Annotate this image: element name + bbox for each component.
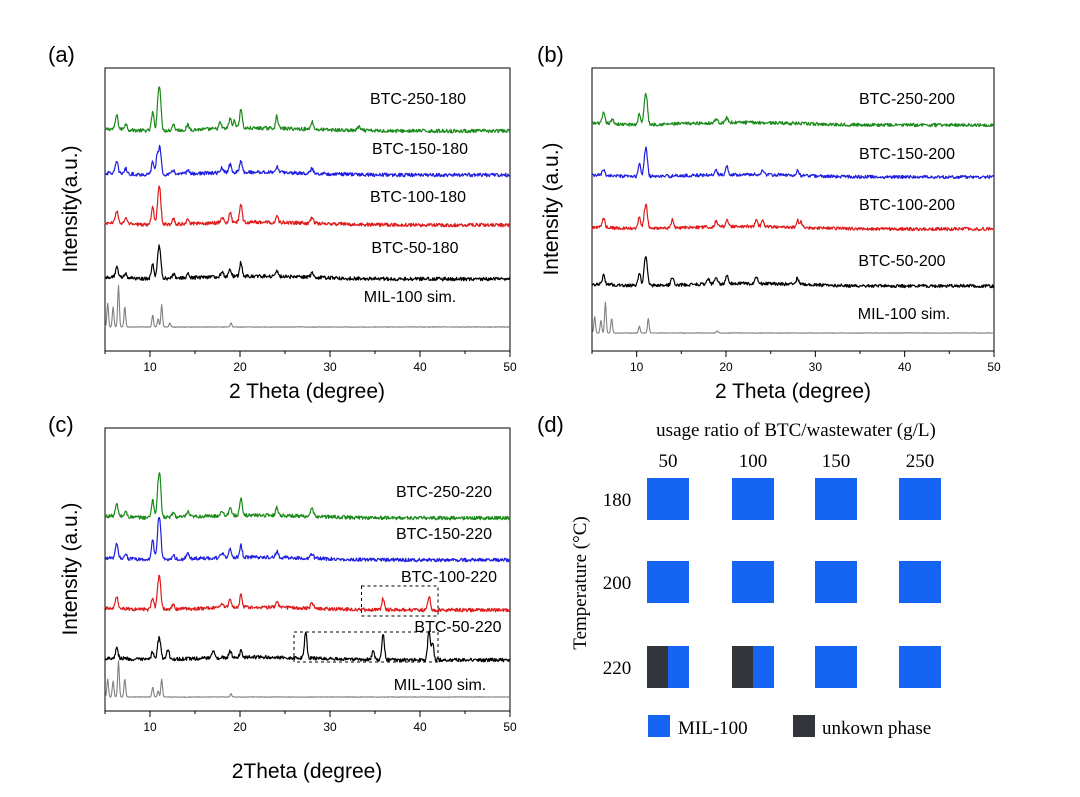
series-label-btc-250-200: BTC-250-200 (859, 91, 955, 108)
panel-a: (a) 10 20 30 40 50 2 Theta (degree) Intensity(a… (48, 42, 517, 403)
series-label-btc-150-180: BTC-150-180 (372, 141, 468, 158)
series-line-btc-50-220 (104, 630, 511, 663)
series-line-btc-100-220 (104, 574, 511, 613)
row-label-180: 180 (603, 490, 632, 511)
cell-mil-100 (647, 561, 689, 603)
series-line-mil-100-sim (104, 660, 511, 698)
cell-unknown-phase (647, 646, 668, 688)
row-label-200: 200 (603, 573, 632, 594)
series-line-mil-100-sim (591, 301, 995, 334)
axes-frame (104, 427, 511, 712)
x-tick-label: 50 (987, 360, 1001, 374)
series-label-mil-100-sim: MIL-100 sim. (858, 306, 950, 323)
cell-mil-100 (815, 646, 857, 688)
series-line-btc-150-220 (104, 516, 511, 563)
cell-mil-100 (732, 561, 774, 603)
x-tick-label: 30 (323, 360, 337, 374)
x-axis-label: 2 Theta (degree) (229, 380, 385, 403)
series-label-btc-150-220: BTC-150-220 (396, 526, 492, 543)
x-axis-label: 2 Theta (degree) (715, 380, 871, 403)
x-tick-label: 10 (630, 360, 644, 374)
series-line-btc-150-180 (104, 144, 511, 178)
cell-mil-100 (899, 478, 941, 520)
cell-mil-100 (815, 561, 857, 603)
x-tick-label: 40 (413, 720, 427, 734)
cell-mil-100 (647, 478, 689, 520)
dashed-box-btc-50-220 (293, 631, 439, 663)
y-axis-label: Temperature (°C) (570, 516, 591, 649)
series-label-mil-100-sim: MIL-100 sim. (364, 289, 456, 306)
series-label-btc-50-200: BTC-50-200 (858, 253, 945, 270)
axes-frame (104, 67, 511, 352)
heatmap-title: usage ratio of BTC/wastewater (g/L) (656, 420, 936, 441)
series-label-btc-100-200: BTC-100-200 (859, 197, 955, 214)
x-tick-label: 10 (143, 360, 157, 374)
x-axis-label: 2Theta (degree) (232, 760, 383, 783)
column-label-150: 150 (822, 451, 851, 472)
x-tick-label: 50 (503, 720, 517, 734)
panel-d: (d) usage ratio of BTC/wastewater (g/L) 50… (537, 412, 941, 739)
dashed-box-btc-100-220 (361, 585, 439, 617)
legend-swatch-mil-100 (648, 715, 670, 737)
row-label-220: 220 (603, 658, 632, 679)
y-axis-label: Intensity (a.u.) (59, 502, 82, 635)
series-label-btc-100-180: BTC-100-180 (370, 189, 466, 206)
x-tick-label: 20 (233, 360, 247, 374)
x-tick-label: 50 (503, 360, 517, 374)
column-label-100: 100 (739, 451, 768, 472)
cell-mil-100 (732, 478, 774, 520)
axes-frame (591, 67, 995, 352)
panel-b: (b) 10 20 30 40 50 2 Theta (degree) Intensity (… (537, 42, 1001, 403)
x-tick-label: 20 (719, 360, 733, 374)
series-line-btc-250-200 (591, 92, 995, 128)
x-tick-label: 10 (143, 720, 157, 734)
x-tick-label: 30 (323, 720, 337, 734)
cell-mil-100 (815, 478, 857, 520)
series-label-mil-100-sim: MIL-100 sim. (394, 677, 486, 694)
series-label-btc-100-220: BTC-100-220 (401, 569, 497, 586)
panel-label: (a) (48, 42, 75, 67)
series-line-btc-250-220 (104, 472, 511, 521)
y-axis-label: Intensity (a.u.) (540, 142, 563, 275)
cell-mil-100 (753, 646, 774, 688)
panel-label: (c) (48, 412, 74, 437)
series-line-btc-100-180 (104, 185, 511, 228)
series-line-btc-100-200 (591, 203, 995, 232)
series-line-btc-50-200 (591, 256, 995, 289)
series-label-btc-50-180: BTC-50-180 (371, 240, 458, 257)
panel-c: (c) 10 20 30 40 50 2Theta (degree) Intensity (a… (48, 412, 517, 783)
series-line-btc-150-200 (591, 146, 995, 180)
series-label-btc-250-180: BTC-250-180 (370, 91, 466, 108)
legend-label-mil-100: MIL-100 (678, 718, 748, 739)
series-label-btc-50-220: BTC-50-220 (414, 619, 501, 636)
panel-label: (d) (537, 412, 564, 437)
series-line-btc-50-180 (104, 244, 511, 282)
series-line-btc-250-180 (104, 86, 511, 134)
x-tick-label: 40 (413, 360, 427, 374)
cell-mil-100 (668, 646, 689, 688)
column-label-250: 250 (906, 451, 935, 472)
y-axis-label: Intensity(a.u.) (59, 145, 82, 272)
x-tick-label: 30 (809, 360, 823, 374)
series-line-mil-100-sim (104, 284, 511, 328)
x-tick-label: 40 (898, 360, 912, 374)
series-label-btc-150-200: BTC-150-200 (859, 146, 955, 163)
panel-label: (b) (537, 42, 564, 67)
cell-mil-100 (899, 561, 941, 603)
column-label-50: 50 (659, 451, 678, 472)
legend-swatch-unknown-phase (793, 715, 815, 737)
series-label-btc-250-220: BTC-250-220 (396, 484, 492, 501)
cell-mil-100 (899, 646, 941, 688)
legend-label-unknown-phase: unkown phase (822, 718, 931, 739)
x-tick-label: 20 (233, 720, 247, 734)
cell-unknown-phase (732, 646, 753, 688)
